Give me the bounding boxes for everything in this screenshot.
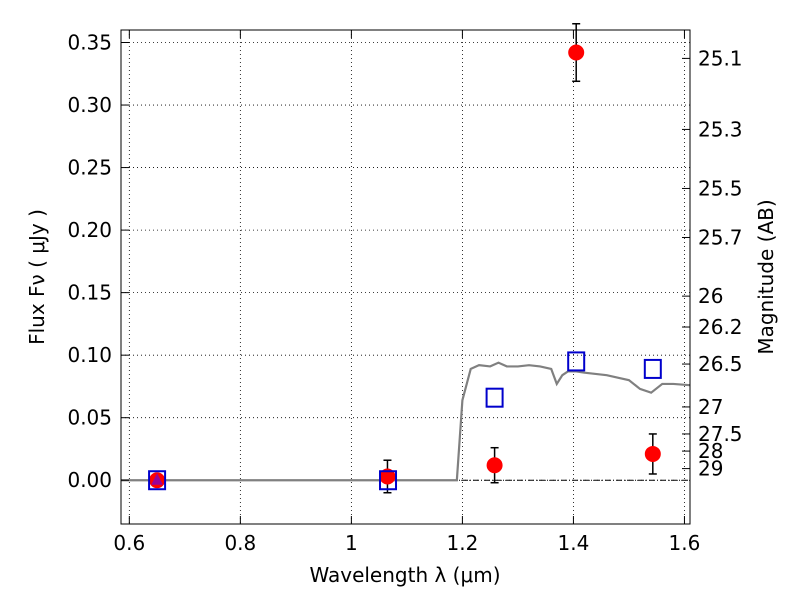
x-tick-label: 1.6 (669, 531, 701, 555)
magnitude-tick-label: 29 (698, 457, 723, 481)
y-tick-label: 0.20 (67, 218, 112, 242)
observed-flux-point (486, 457, 503, 474)
observed-flux-point (644, 445, 661, 462)
y-tick-label: 0.15 (67, 281, 112, 305)
model-flux-square (485, 387, 504, 408)
magnitude-tick-label: 25.3 (698, 117, 743, 141)
observed-flux-point (568, 44, 585, 61)
x-tick-label: 1.2 (446, 531, 478, 555)
x-tick-label: 0.8 (224, 531, 256, 555)
x-tick-label: 1 (345, 531, 358, 555)
plot-frame (120, 29, 691, 525)
y-tick-label: 0.25 (67, 156, 112, 180)
model-spectrum-line (121, 361, 691, 482)
x-axis-ticks: 0.6 0.8 1 1.2 1.4 1.6 (113, 30, 700, 555)
y-tick-label: 0.30 (67, 93, 112, 117)
magnitude-tick-label: 27 (698, 395, 723, 419)
magnitude-tick-label: 27.5 (698, 422, 743, 446)
magnitude-tick-label: 28 (698, 439, 723, 463)
y-axis-ticks: 0.00 0.05 0.10 0.15 0.20 0.25 0.30 0.35 (67, 31, 129, 492)
magnitude-tick-label: 25.7 (698, 225, 743, 249)
upper-limit-triangle (151, 473, 163, 485)
plot-area (121, 22, 691, 494)
magnitude-tick-label: 25.1 (698, 46, 743, 70)
y-tick-label: 0.35 (67, 31, 112, 55)
model-flux-square (148, 470, 167, 491)
model-flux-square (379, 470, 398, 491)
y-axis-label: Flux Fν ( μJy ) (25, 209, 49, 345)
y-tick-label: 0.10 (67, 343, 112, 367)
x-tick-label: 0.6 (113, 531, 145, 555)
x-axis-label: Wavelength λ (μm) (309, 563, 500, 587)
x-tick-label: 1.4 (558, 531, 590, 555)
y-tick-label: 0.00 (67, 468, 112, 492)
model-flux-square (567, 351, 586, 372)
model-flux-square (643, 358, 662, 379)
magnitude-tick-label: 25.5 (698, 176, 743, 200)
magnitude-tick-label: 26 (698, 284, 723, 308)
magnitude-tick-label: 26.5 (698, 352, 743, 376)
right-axis-label: Magnitude (AB) (754, 199, 778, 354)
magnitude-tick-label: 26.2 (698, 315, 743, 339)
y-tick-label: 0.05 (67, 406, 112, 430)
